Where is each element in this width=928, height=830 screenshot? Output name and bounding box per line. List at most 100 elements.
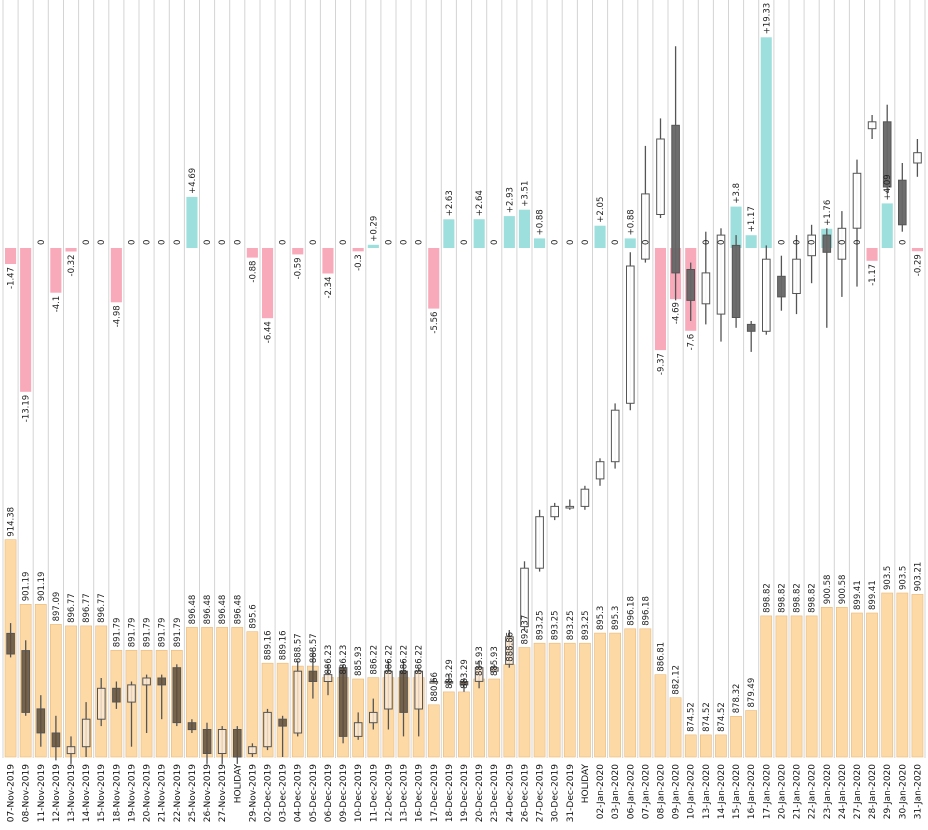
price-bar-label: 901.19 bbox=[37, 572, 47, 602]
x-tick-label: 02-Dec-2019 bbox=[264, 764, 274, 823]
candle-body-up bbox=[550, 505, 560, 518]
change-label: 0 bbox=[339, 240, 349, 245]
price-bar bbox=[518, 647, 531, 758]
candle-body-up bbox=[444, 681, 454, 684]
price-bar-label: 898.82 bbox=[808, 583, 818, 613]
price-bar-label: 897.09 bbox=[52, 592, 62, 622]
candle-body-up bbox=[248, 746, 257, 755]
candle-body-up bbox=[807, 234, 817, 257]
price-bar-label: 885.93 bbox=[475, 646, 485, 676]
change-labels: -1.47-13.190-4.1-0.320 0-4.980 0 0 0+4.690 0 0… bbox=[7, 3, 924, 422]
x-tick-label: 13-Nov-2019 bbox=[67, 764, 77, 822]
candle-body-up bbox=[837, 227, 847, 260]
price-bar bbox=[866, 612, 878, 758]
x-tick-label: 10-Jan-2020 bbox=[687, 764, 697, 820]
change-label: +3.8 bbox=[732, 183, 742, 204]
x-tick-label: 25-Nov-2019 bbox=[188, 764, 198, 822]
change-label: +1.76 bbox=[823, 200, 833, 226]
change-bars bbox=[5, 37, 923, 392]
x-tick-label: HOLIDAY bbox=[581, 764, 591, 804]
price-bar bbox=[745, 710, 757, 758]
candle-body-up bbox=[762, 258, 771, 332]
change-label: -2.34 bbox=[324, 277, 334, 299]
x-tick-label: 31-Dec-2019 bbox=[566, 764, 576, 823]
x-tick-label: 20-Jan-2020 bbox=[777, 764, 787, 820]
candle-body-down bbox=[112, 687, 121, 703]
candle-body-down bbox=[308, 670, 318, 683]
candle-body-up bbox=[429, 681, 439, 684]
change-bar-positive bbox=[518, 209, 530, 248]
price-bar bbox=[563, 642, 576, 758]
candle-body-down bbox=[187, 722, 197, 731]
change-label: -1.17 bbox=[868, 264, 878, 286]
candle-body-up bbox=[490, 667, 499, 672]
change-bar-negative bbox=[65, 248, 77, 252]
change-label: 0 bbox=[233, 240, 243, 245]
change-label: +0.29 bbox=[369, 216, 379, 242]
price-bar-label: 886.81 bbox=[657, 642, 667, 672]
price-bar-label: 889.16 bbox=[264, 630, 274, 660]
price-bar-label: 886.23 bbox=[324, 645, 334, 675]
price-bar-label: 885.93 bbox=[490, 646, 500, 676]
candle-body-up bbox=[580, 488, 590, 507]
change-label: +2.64 bbox=[475, 190, 485, 216]
x-tick-label: 18-Dec-2019 bbox=[445, 764, 455, 823]
price-bar-label: 898.82 bbox=[762, 583, 772, 613]
price-bar-label: 878.32 bbox=[732, 684, 742, 714]
change-bar-positive bbox=[594, 225, 606, 248]
change-label: 0 bbox=[400, 240, 410, 245]
x-tick-label: 21-Nov-2019 bbox=[158, 764, 168, 822]
price-bar-label: 886.22 bbox=[415, 645, 425, 675]
price-bar bbox=[896, 592, 909, 758]
price-bar bbox=[442, 691, 455, 758]
price-bar-label: 895.3 bbox=[596, 606, 606, 630]
x-tick-label: 03-Jan-2020 bbox=[611, 764, 621, 820]
price-bar-label: 874.52 bbox=[687, 702, 697, 732]
x-tick-label: 29-Jan-2020 bbox=[883, 764, 893, 820]
x-tick-label: 11-Dec-2019 bbox=[369, 764, 379, 823]
price-bar-label: 914.38 bbox=[7, 507, 17, 537]
x-tick-label: 06-Jan-2020 bbox=[626, 764, 636, 820]
price-bar-label: 896.48 bbox=[188, 595, 198, 625]
change-label: -0.29 bbox=[913, 254, 923, 276]
change-label: +4.69 bbox=[188, 168, 198, 194]
x-tick-label: 07-Nov-2019 bbox=[7, 764, 17, 822]
candle-body-down bbox=[51, 732, 61, 748]
change-label: 0 bbox=[460, 240, 470, 245]
change-bar-positive bbox=[534, 238, 546, 248]
candle-body-up bbox=[127, 684, 136, 703]
price-bar-label: 888.57 bbox=[309, 633, 319, 663]
change-label: +4.09 bbox=[883, 174, 893, 200]
candle-body-up bbox=[626, 265, 635, 404]
price-bar-label: 888.57 bbox=[294, 633, 304, 663]
candle-body-up bbox=[595, 461, 605, 480]
x-tick-label: 15-Nov-2019 bbox=[97, 764, 107, 822]
change-label: -6.44 bbox=[264, 321, 274, 343]
candle-body-up bbox=[66, 746, 76, 755]
change-label: 0 bbox=[611, 240, 621, 245]
candle-body-down bbox=[202, 729, 212, 754]
change-bar-negative bbox=[50, 248, 62, 293]
change-bar-negative bbox=[654, 248, 666, 351]
x-tick-label: 16-Jan-2020 bbox=[747, 764, 757, 820]
change-label: -9.37 bbox=[657, 353, 667, 375]
price-bar-label: 891.79 bbox=[143, 618, 153, 648]
change-bar-positive bbox=[186, 196, 198, 248]
candle-body-up bbox=[293, 670, 303, 734]
price-bar-label: 896.77 bbox=[97, 593, 107, 623]
change-label: 0 bbox=[279, 240, 289, 245]
change-label: 0 bbox=[158, 240, 168, 245]
x-tick-label: 24-Jan-2020 bbox=[838, 764, 848, 820]
candle-body-up bbox=[716, 234, 726, 315]
x-tick-label: 20-Nov-2019 bbox=[143, 764, 153, 822]
price-bar bbox=[639, 628, 652, 758]
change-label: -1.47 bbox=[7, 267, 17, 289]
candle-body-up bbox=[610, 409, 620, 463]
price-bar bbox=[654, 674, 667, 758]
change-label: -0.32 bbox=[67, 255, 77, 277]
change-bar-positive bbox=[473, 219, 485, 248]
price-bar-labels: 914.38 901.19 901.19 897.09 896.77 896.77 896.… bbox=[7, 507, 924, 732]
x-tick-label: 23-Jan-2020 bbox=[823, 764, 833, 820]
change-bar-positive bbox=[730, 206, 742, 248]
candlesticks bbox=[6, 46, 922, 764]
